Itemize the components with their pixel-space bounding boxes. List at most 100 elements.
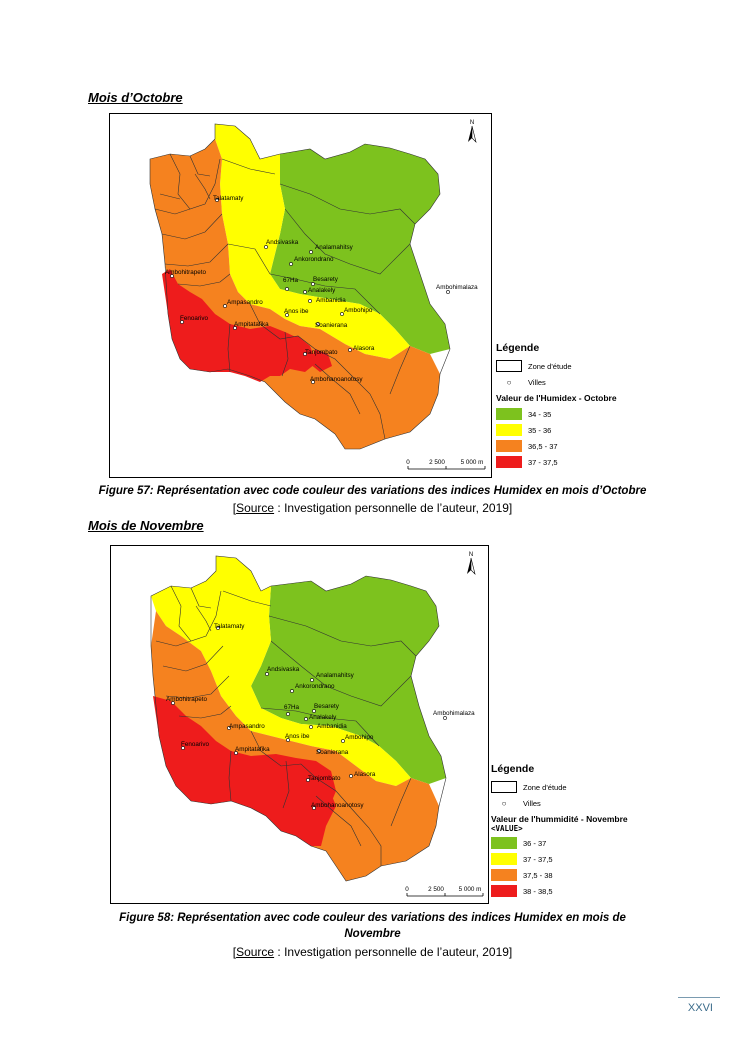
svg-text:67Ha: 67Ha — [283, 277, 299, 284]
towns-october: Talatamaty Andsivaska Analamahitsy Ankor… — [165, 195, 478, 384]
svg-text:Ambohimalaza: Ambohimalaza — [436, 284, 478, 291]
page-number: XXVI — [687, 1002, 713, 1014]
zone-orange-october — [150, 139, 440, 449]
villes-label: Villes — [523, 798, 541, 808]
legend-class-2: 35 - 36 — [528, 425, 552, 435]
svg-text:Anos ibe: Anos ibe — [284, 308, 309, 315]
legend-class-4: 38 - 38,5 — [523, 886, 553, 896]
svg-text:Ampasandro: Ampasandro — [229, 723, 265, 730]
zone-red-october — [162, 269, 332, 382]
legend-class-3: 36,5 - 37 — [528, 441, 558, 451]
legend-october: Légende Zone d'étude ○ Villes Valeur de l… — [496, 342, 686, 470]
legend-swatch-class-3 — [491, 869, 517, 881]
svg-text:Ambohanoanotosy: Ambohanoanotosy — [310, 376, 363, 383]
zone-yellow-october — [215, 124, 410, 359]
svg-text:Tanjombato: Tanjombato — [305, 349, 338, 356]
svg-text:Analakely: Analakely — [308, 287, 336, 294]
legend-title: Légende — [491, 763, 535, 775]
svg-text:5 000 m: 5 000 m — [459, 886, 482, 893]
map-frame-october: N 0 2 500 5 000 m Talatamaty Andsivaska … — [109, 113, 492, 478]
north-arrow-november: N — [467, 552, 476, 575]
district-boundaries-october — [149, 123, 451, 450]
svg-text:N: N — [469, 552, 473, 558]
svg-text:Ampasandro: Ampasandro — [227, 299, 263, 306]
map-frame-november: N 0 2 500 5 000 m Talatamaty Andsivaska … — [110, 545, 489, 904]
legend-class-1: 34 - 35 — [528, 409, 552, 419]
svg-text:Andsivaska: Andsivaska — [266, 239, 299, 246]
legend-title: Légende — [496, 342, 540, 354]
legend-value-title: Valeur de l'hummidité - Novembre — [491, 814, 628, 824]
svg-text:Analamahitsy: Analamahitsy — [315, 244, 354, 251]
ville-symbol: ○ — [506, 377, 512, 387]
svg-text:Soanierana: Soanierana — [316, 749, 349, 756]
svg-text:Ambohitrapeto: Ambohitrapeto — [166, 696, 207, 703]
figure-58-caption-line2: Novembre — [344, 928, 401, 940]
zone-red-november — [153, 696, 336, 846]
svg-text:Ampitatafika: Ampitatafika — [235, 746, 270, 753]
legend-value-field: <VALUE> — [491, 824, 523, 833]
svg-text:Soanierana: Soanierana — [315, 322, 348, 329]
svg-text:N: N — [470, 120, 474, 126]
page-number-rule — [678, 997, 720, 998]
svg-text:Andsivaska: Andsivaska — [267, 666, 300, 673]
figure-58-source: [Source : Investigation personnelle de l… — [232, 945, 513, 959]
legend-class-1: 36 - 37 — [523, 838, 547, 848]
figure-58-caption-line1: Figure 58: Représentation avec code coul… — [119, 912, 626, 924]
svg-text:Ampitatafika: Ampitatafika — [234, 321, 269, 328]
svg-text:5 000 m: 5 000 m — [461, 459, 484, 466]
svg-text:Fenoarivo: Fenoarivo — [180, 315, 208, 322]
svg-text:Ambohimalaza: Ambohimalaza — [433, 710, 475, 717]
svg-text:Ambanidia: Ambanidia — [316, 297, 346, 304]
svg-text:Ambohitrapeto: Ambohitrapeto — [165, 269, 206, 276]
figure-57-source: [Source : Investigation personnelle de l… — [232, 501, 513, 515]
section-heading-october: Mois d’Octobre — [88, 90, 183, 105]
legend-value-title: Valeur de l'Humidex - Octobre — [496, 393, 617, 403]
svg-text:Anos ibe: Anos ibe — [285, 733, 310, 740]
zone-swatch — [491, 781, 517, 793]
north-arrow-october: N — [468, 120, 477, 143]
svg-text:Alasora: Alasora — [353, 345, 375, 352]
ville-symbol: ○ — [501, 798, 507, 808]
svg-text:Fenoarivo: Fenoarivo — [181, 741, 209, 748]
svg-text:Tanjombato: Tanjombato — [308, 775, 341, 782]
district-boundaries-november — [150, 555, 447, 882]
svg-text:2 500: 2 500 — [428, 886, 444, 893]
svg-text:2 500: 2 500 — [429, 459, 445, 466]
legend-class-2: 37 - 37,5 — [523, 854, 553, 864]
legend-swatch-class-3 — [496, 440, 522, 452]
zone-yellow-november — [151, 556, 411, 786]
scale-bar-october: 0 2 500 5 000 m — [406, 459, 486, 470]
svg-text:Besarety: Besarety — [313, 276, 339, 283]
humidex-map-october: N 0 2 500 5 000 m Talatamaty Andsivaska … — [149, 120, 486, 470]
legend-swatch-class-1 — [496, 408, 522, 420]
zone-green-november — [251, 576, 446, 784]
svg-text:Analamahitsy: Analamahitsy — [316, 672, 355, 679]
svg-text:Besarety: Besarety — [314, 703, 340, 710]
zone-label: Zone d'étude — [523, 782, 567, 792]
legend-swatch-class-1 — [491, 837, 517, 849]
svg-text:Ambanidia: Ambanidia — [317, 723, 347, 730]
towns-november: Talatamaty Andsivaska Analamahitsy Ankor… — [166, 623, 475, 810]
zone-orange-november — [151, 611, 439, 881]
legend-november: Légende Zone d'étude ○ Villes Valeur de l… — [491, 763, 691, 899]
svg-text:Analakely: Analakely — [309, 714, 337, 721]
svg-text:0: 0 — [405, 886, 409, 893]
humidex-map-november: N 0 2 500 5 000 m Talatamaty Andsivaska … — [150, 552, 484, 897]
svg-text:Ankorondrano: Ankorondrano — [295, 683, 335, 690]
svg-text:Ambohipo: Ambohipo — [345, 734, 374, 741]
legend-swatch-class-4 — [491, 885, 517, 897]
svg-text:Talatamaty: Talatamaty — [214, 623, 245, 630]
svg-text:Ambohanoanotosy: Ambohanoanotosy — [311, 802, 364, 809]
svg-text:0: 0 — [406, 459, 410, 466]
legend-swatch-class-2 — [491, 853, 517, 865]
scale-bar-november: 0 2 500 5 000 m — [405, 886, 484, 897]
svg-text:67Ha: 67Ha — [284, 704, 300, 711]
svg-text:Ankorondrano: Ankorondrano — [294, 256, 334, 263]
zone-swatch — [496, 360, 522, 372]
section-heading-november: Mois de Novembre — [88, 518, 204, 533]
legend-swatch-class-4 — [496, 456, 522, 468]
svg-text:Alasora: Alasora — [354, 771, 376, 778]
legend-swatch-class-2 — [496, 424, 522, 436]
figure-57-caption: Figure 57: Représentation avec code coul… — [98, 485, 647, 497]
villes-label: Villes — [528, 377, 546, 387]
